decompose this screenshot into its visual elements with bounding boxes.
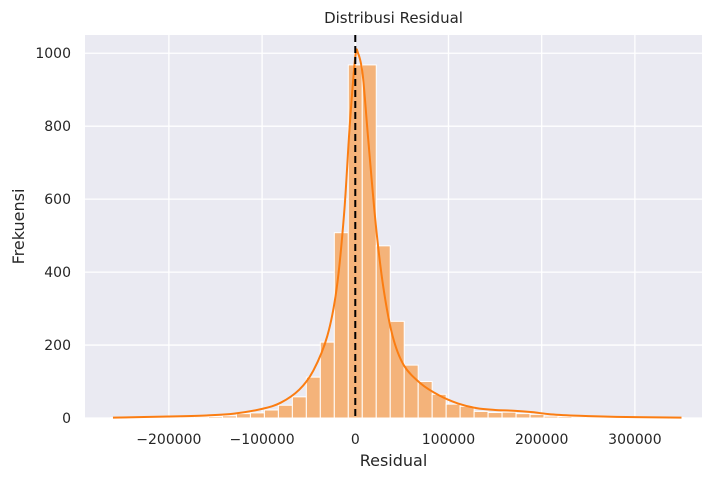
y-tick-label-1: 200	[44, 338, 71, 354]
histogram-bar-12	[277, 404, 293, 419]
chart-title: Distribusi Residual	[324, 9, 463, 27]
y-tick-labels: 0 200 400 600 800 1000	[35, 46, 71, 427]
histogram-bar-8	[221, 415, 237, 419]
x-tick-label-2: 0	[351, 432, 360, 448]
kde-curve	[112, 48, 682, 419]
histogram-bar-24	[445, 403, 461, 419]
histogram-bar-19	[375, 245, 391, 419]
histogram-bar-31	[543, 415, 559, 419]
histogram-bar-28	[501, 411, 517, 419]
histogram-bar-14	[305, 376, 321, 419]
histogram-bar-21	[403, 364, 419, 419]
histogram-bar-6	[194, 416, 209, 419]
histogram-bar-26	[473, 410, 489, 419]
x-tick-label-1: −100000	[229, 432, 294, 448]
histogram-bar-15	[319, 341, 335, 419]
y-tick-label-5: 1000	[35, 46, 71, 62]
y-tick-label-3: 600	[44, 192, 71, 208]
x-tick-label-5: 300000	[608, 432, 661, 448]
histogram-bar-32	[557, 416, 573, 419]
y-tick-label-4: 800	[44, 119, 71, 135]
histogram-bar-9	[235, 413, 251, 419]
histogram-bar-18	[361, 64, 377, 419]
histogram-bar-13	[291, 396, 307, 419]
histogram-bar-29	[515, 413, 531, 419]
histogram-bar-16	[333, 232, 349, 419]
x-tick-label-3: 100000	[422, 432, 475, 448]
histogram-bar-33	[571, 416, 587, 419]
histogram-bar-10	[249, 412, 265, 419]
y-tick-label-0: 0	[62, 411, 71, 427]
y-tick-label-2: 400	[44, 265, 71, 281]
histogram-bar-30	[529, 413, 545, 419]
histogram-bar-7	[207, 416, 223, 419]
histogram-bar-11	[263, 409, 279, 419]
x-tick-labels: −200000 −100000 0 100000 200000 300000	[136, 432, 661, 448]
x-tick-label-0: −200000	[136, 432, 201, 448]
x-tick-label-4: 200000	[515, 432, 568, 448]
y-axis-label: Frekuensi	[9, 189, 28, 265]
x-axis-label: Residual	[360, 451, 428, 470]
histogram-bar-27	[487, 412, 503, 419]
